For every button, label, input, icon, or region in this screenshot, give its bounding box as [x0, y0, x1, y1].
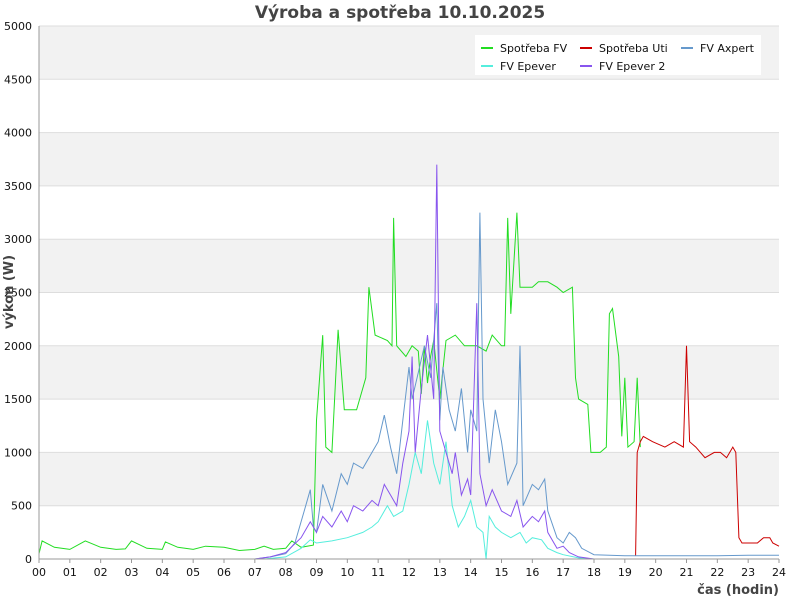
series-line-spotřeba-fv	[38, 212, 641, 554]
series-line-fv-axpert	[254, 212, 779, 560]
legend-item: Spotřeba FV	[481, 42, 568, 55]
series-line-spotřeba-uti	[635, 345, 780, 556]
y-tick-label: 3000	[4, 233, 32, 246]
x-tick-label: 08	[279, 566, 293, 579]
legend-label: FV Epever 2	[599, 60, 665, 73]
series-line-fv-epever	[264, 420, 595, 560]
grid-band	[39, 292, 779, 346]
x-tick-label: 00	[32, 566, 46, 579]
grid-band	[39, 505, 779, 559]
x-tick-label: 09	[310, 566, 324, 579]
y-tick-label: 3500	[4, 180, 32, 193]
y-tick-label: 0	[25, 553, 32, 566]
series-line-fv-epever-2	[254, 164, 595, 560]
legend-label: Spotřeba FV	[500, 42, 568, 55]
chart-title: Výroba a spotřeba 10.10.2025	[255, 3, 545, 23]
grid-band	[39, 132, 779, 186]
legend-label: FV Epever	[500, 60, 556, 73]
x-tick-label: 22	[710, 566, 724, 579]
x-tick-label: 02	[94, 566, 108, 579]
legend-item: FV Epever	[481, 60, 556, 73]
x-tick-label: 14	[464, 566, 478, 579]
y-tick-label: 1000	[4, 446, 32, 459]
legend-item: FV Axpert	[681, 42, 755, 55]
grid-band	[39, 185, 779, 240]
series-layer	[38, 164, 780, 560]
x-tick-label: 24	[772, 566, 786, 579]
y-tick-label: 5000	[4, 20, 32, 33]
x-tick-label: 05	[186, 566, 200, 579]
legend-item: FV Epever 2	[580, 60, 665, 73]
x-tick-label: 07	[248, 566, 262, 579]
legend: Spotřeba FV Spotřeba Uti FV Axpert FV Epeve…	[475, 35, 761, 75]
y-axis-ticks: 0 500 1000 1500 2000 2500 3000 3500 4000 4500 5000	[4, 20, 32, 566]
x-tick-label: 04	[155, 566, 169, 579]
y-tick-label: 2500	[4, 287, 32, 300]
x-tick-label: 15	[495, 566, 509, 579]
x-tick-label: 23	[741, 566, 755, 579]
x-axis-label: čas (hodin)	[697, 583, 779, 598]
x-tick-label: 17	[556, 566, 570, 579]
x-tick-label: 21	[680, 566, 694, 579]
x-tick-label: 10	[340, 566, 354, 579]
x-tick-label: 01	[63, 566, 77, 579]
grid-bands	[39, 26, 779, 559]
y-tick-label: 1500	[4, 393, 32, 406]
x-tick-label: 11	[371, 566, 385, 579]
x-tick-label: 16	[525, 566, 539, 579]
grid-band	[39, 79, 779, 133]
y-tick-label: 500	[11, 500, 32, 513]
grid-band	[39, 239, 779, 293]
grid-band	[39, 452, 779, 506]
x-axis-ticks: 00 01 02 03 04 05 06 07 08 09 10 11 12 13 14 15 16 17 18 19…	[32, 559, 786, 579]
y-axis-label: výkon (W)	[2, 255, 17, 329]
legend-label: Spotřeba Uti	[599, 42, 668, 55]
y-tick-label: 4500	[4, 73, 32, 86]
x-tick-label: 03	[125, 566, 139, 579]
x-tick-label: 13	[433, 566, 447, 579]
grid-band	[39, 345, 779, 400]
legend-label: FV Axpert	[700, 42, 755, 55]
legend-box	[475, 35, 761, 75]
legend-item: Spotřeba Uti	[580, 42, 668, 55]
x-tick-label: 20	[649, 566, 663, 579]
x-tick-label: 12	[402, 566, 416, 579]
x-tick-label: 06	[217, 566, 231, 579]
x-tick-label: 19	[618, 566, 632, 579]
x-tick-label: 18	[587, 566, 601, 579]
y-tick-label: 2000	[4, 340, 32, 353]
y-tick-label: 4000	[4, 127, 32, 140]
